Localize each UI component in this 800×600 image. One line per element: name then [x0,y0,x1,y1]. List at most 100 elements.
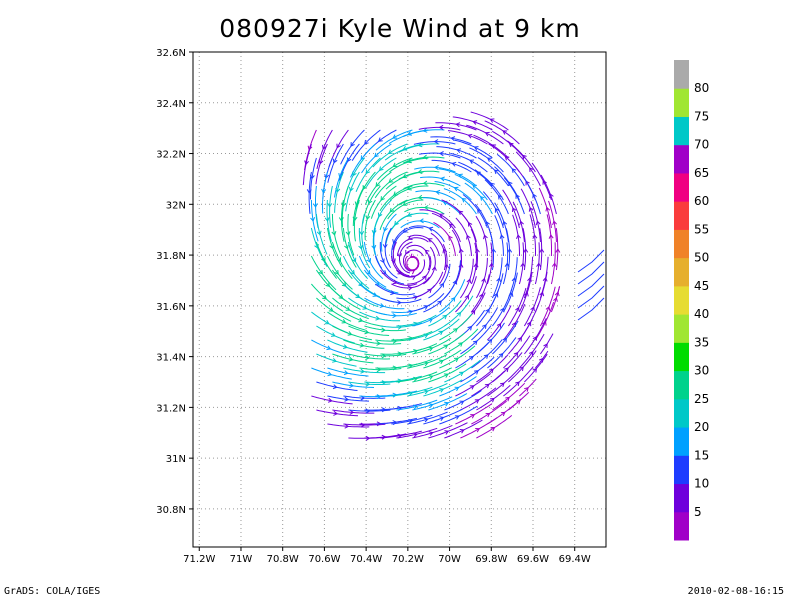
streamline-arrow [336,143,341,149]
streamline-arrow [528,206,534,212]
streamline [462,194,488,229]
streamline-arrow [474,370,479,375]
streamline-arrow [324,320,330,325]
streamline-arrow [498,352,504,358]
streamline-arrow [504,367,509,373]
colorbar-swatch [674,314,689,343]
streamline-arrow [349,383,355,388]
x-tick-label: 69.4W [559,554,591,565]
streamline-arrow [448,235,453,241]
streamline [441,199,472,229]
streamline [460,325,492,355]
y-tick-label: 32N [166,200,186,211]
streamline-arrow [350,142,355,147]
streamline-arrow [480,195,485,201]
streamline-arrow [454,415,460,420]
streamline-arrow [379,303,385,308]
streamline-arrow [443,373,449,378]
streamline-arrow [423,417,429,423]
y-tick-label: 31.6N [156,302,186,313]
colorbar-label: 35 [694,335,709,349]
streamline-arrow [532,193,537,199]
colorbar-swatch [674,342,689,372]
streamline-arrow [498,194,503,200]
streamline-arrow [387,149,393,154]
streamline-arrow [508,142,514,148]
streamline-arrow [380,196,385,201]
streamline-arrow [466,234,471,240]
streamline-arrow [397,300,402,306]
streamline-arrow [439,151,444,157]
streamline-arrow [406,158,412,164]
streamline-arrow [529,167,534,173]
streamline-arrow [413,432,418,438]
streamline-arrow [493,169,499,175]
streamline-arrow [304,160,309,166]
streamline-arrow [508,181,513,187]
streamline [577,285,605,309]
streamline-arrow [406,212,412,217]
streamline-arrow [476,171,481,176]
streamline-arrow [548,234,554,239]
streamline [370,185,397,219]
streamline-arrow [360,368,366,374]
streamline-arrow [428,318,434,323]
streamline [343,283,379,308]
streamline-arrow [377,137,383,142]
colorbar-label: 55 [694,222,709,236]
streamline-arrow [350,269,355,275]
streamline-arrow [439,388,445,393]
streamline [535,350,549,369]
streamline-arrow [468,355,474,361]
streamline-arrow [365,215,371,221]
streamline-arrow [423,389,429,395]
streamline-arrow [504,155,510,161]
streamline-arrow [507,248,513,253]
streamline-arrow [536,262,542,268]
streamline [423,349,462,369]
streamline-arrow [344,396,350,402]
streamline-arrow [321,188,327,194]
x-tick-label: 70.2W [392,554,424,565]
streamline-arrow [390,290,396,296]
streamline-arrow [318,159,324,165]
streamline-arrow [439,282,444,288]
streamline-arrow [422,180,428,186]
streamline-arrow [335,188,341,193]
streamline-arrow [359,342,365,348]
streamline-arrow [472,184,477,189]
streamline-arrow [366,258,371,263]
colorbar-swatch [674,229,689,259]
x-tick-label: 71.2W [183,554,215,565]
streamline-arrow [551,262,557,268]
streamline-arrow [456,148,462,154]
streamline-arrow [516,234,521,239]
colorbar-swatch [674,483,689,513]
streamline [406,256,419,271]
streamline-arrow [519,366,524,372]
streamline-arrow [358,317,364,323]
streamline-arrow [449,223,454,229]
streamline-arrow [455,122,461,128]
streamline [577,249,605,273]
x-tick-label: 69.8W [475,554,507,565]
streamline-arrow [437,300,443,306]
colorbar-label: 30 [694,364,709,378]
streamline-arrow [500,382,505,388]
streamline-arrow [408,391,414,396]
colorbar-label: 60 [694,194,709,208]
streamline [443,188,477,215]
streamline-arrow [417,194,423,200]
streamline-arrow [515,306,520,312]
streamline-arrow [438,359,444,365]
streamline-arrow [431,266,437,271]
streamline [359,283,397,303]
streamline-arrow [519,220,524,226]
streamline-arrow [332,358,338,363]
streamline [503,303,526,341]
streamline-arrow [334,269,339,275]
x-tick-label: 70.8W [267,554,299,565]
streamline-arrow [502,130,508,135]
streamline-arrow [474,399,480,404]
streamline [384,227,392,268]
